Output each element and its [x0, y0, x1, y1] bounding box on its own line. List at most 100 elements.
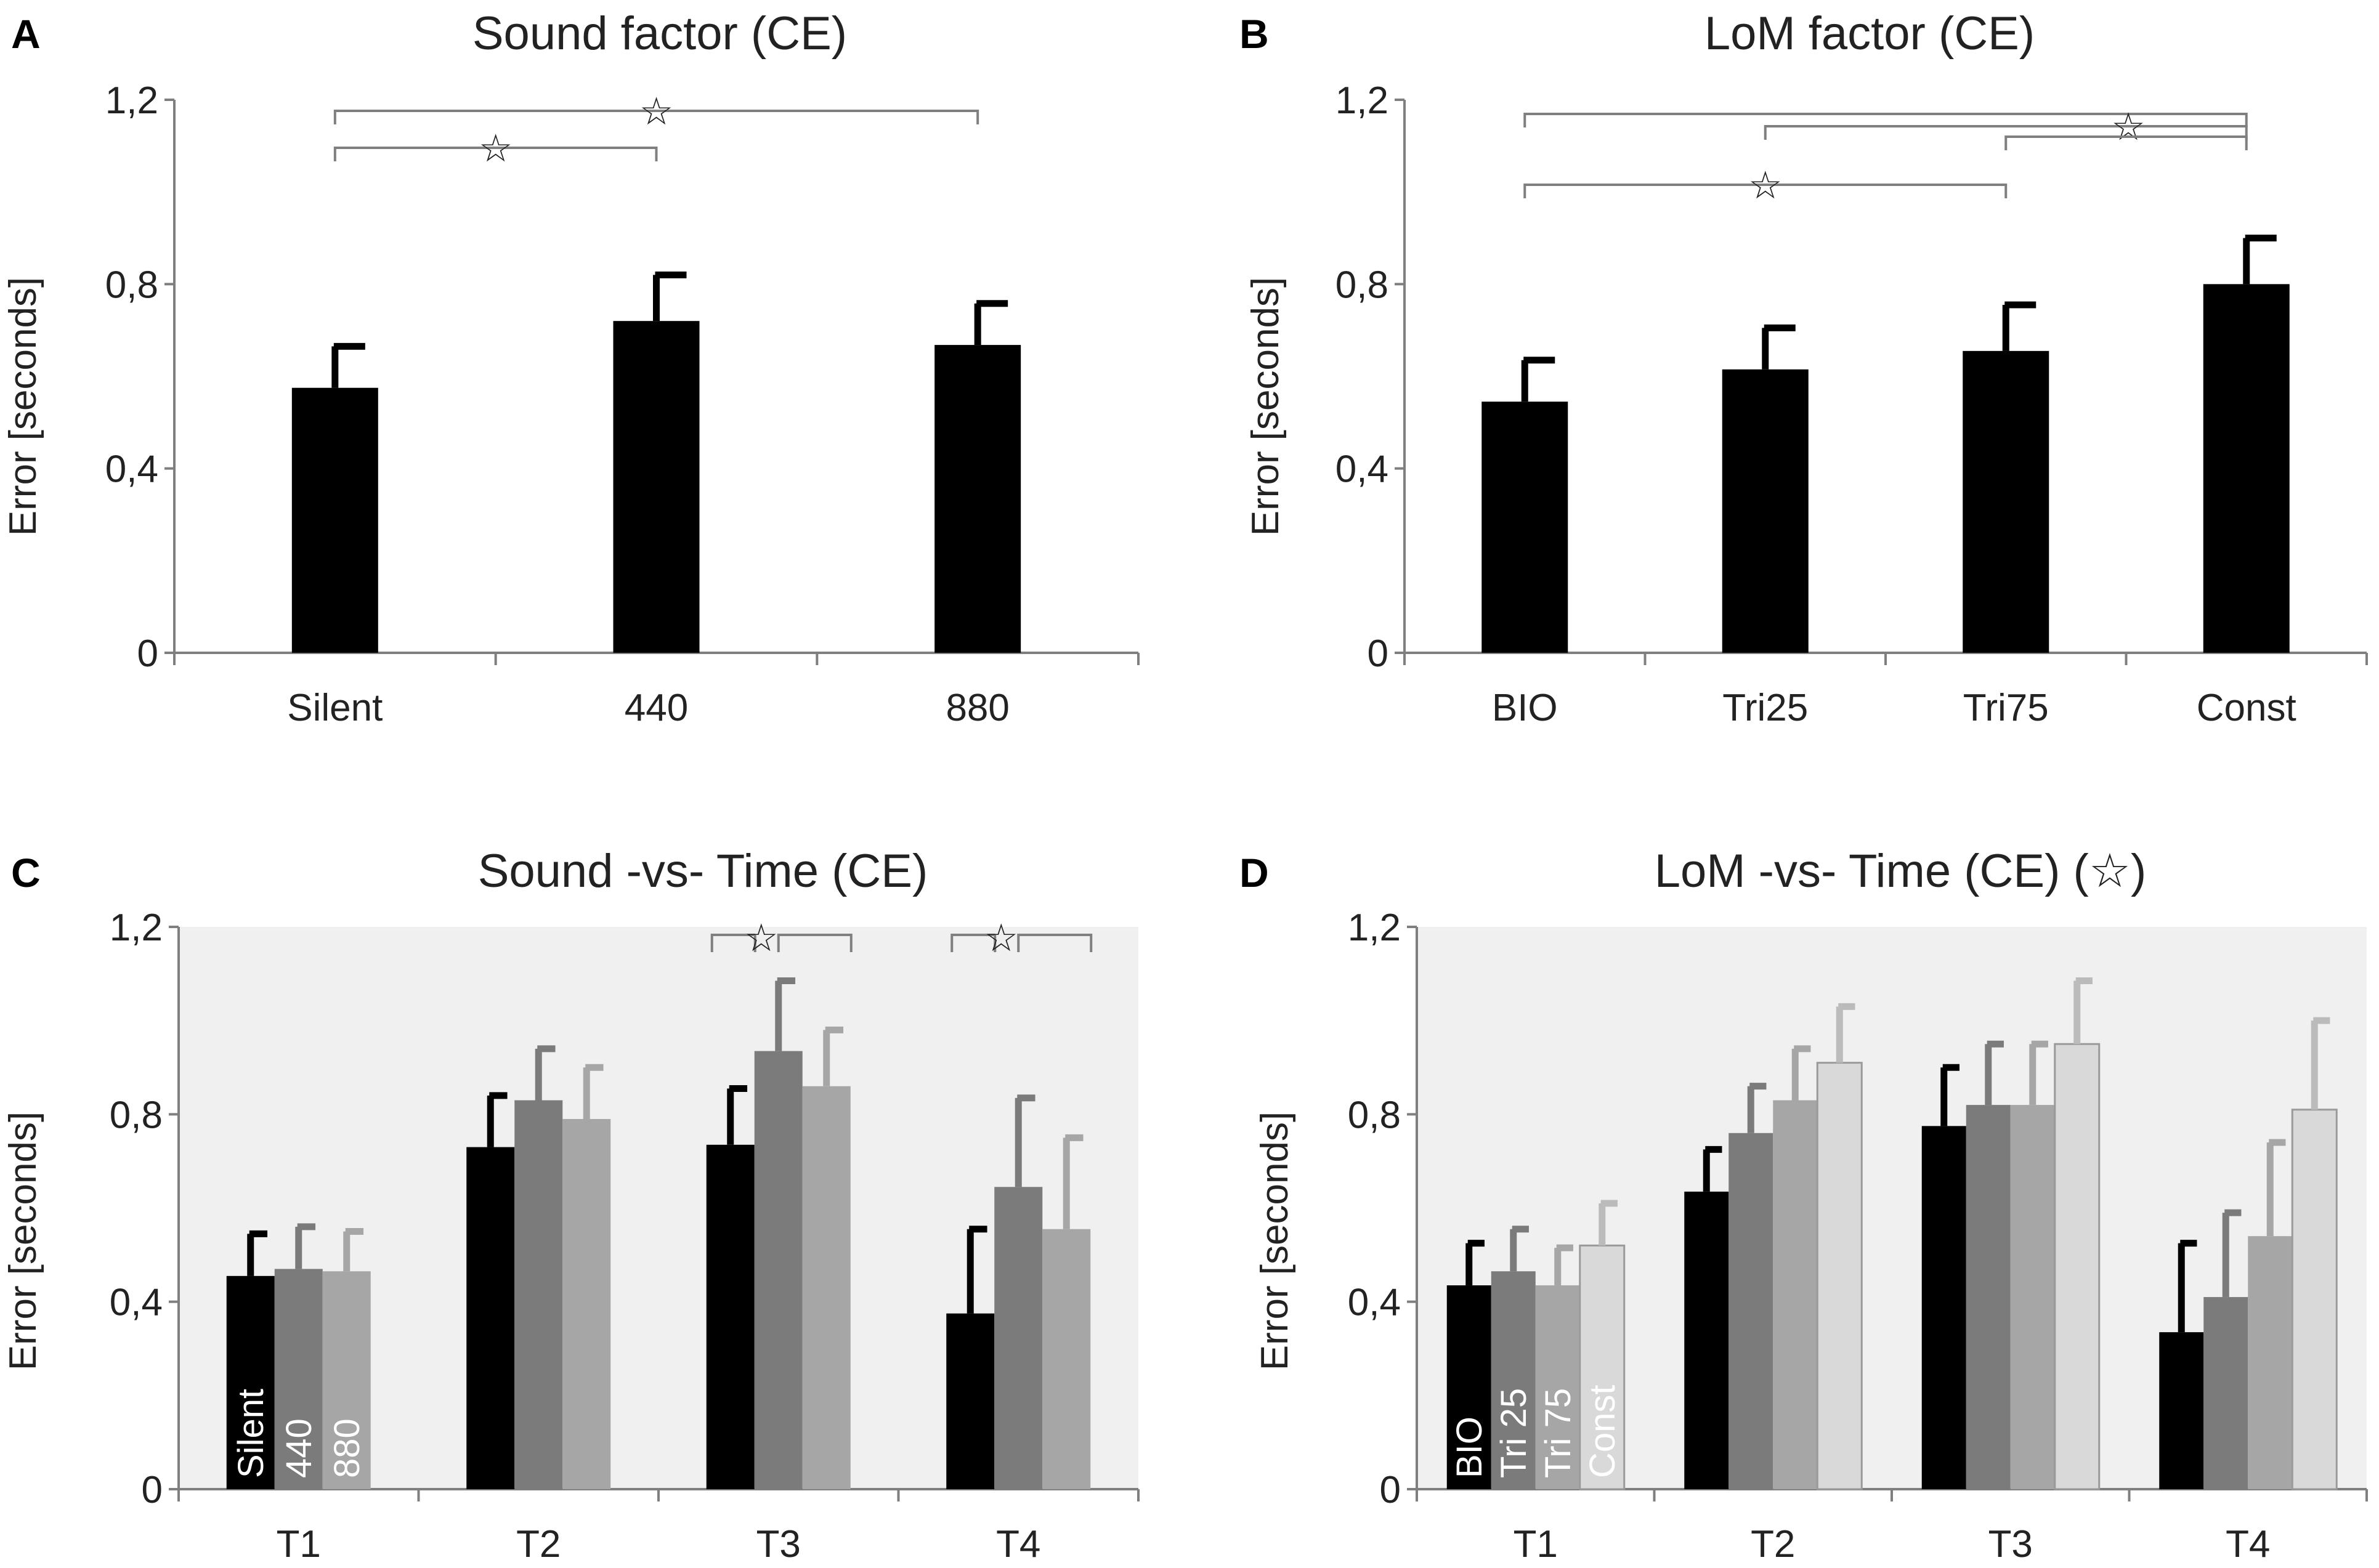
chart-panel-c: 0 0,4 0,8 1,2 T1 T2 T3 T4 Silent 440 880 ☆ ☆: [110, 907, 1140, 1566]
bar-t2-const: [1816, 1062, 1863, 1490]
bar-880: [934, 345, 1021, 653]
significance-star: ☆: [479, 127, 513, 170]
x-tick-label: BIO: [1492, 687, 1558, 729]
bar-t1-tri75: [1535, 1285, 1580, 1489]
bar-silent: [291, 387, 378, 653]
y-tick-label: 0: [142, 1469, 163, 1511]
bar-t4-const: [2291, 1109, 2338, 1490]
significance-star: ☆: [639, 91, 674, 133]
y-tick-label: 0: [1380, 1469, 1401, 1511]
bar-t1-440: [274, 1269, 323, 1489]
bar-t4-bio: [2159, 1332, 2204, 1489]
x-tick-label: T3: [1988, 1523, 2033, 1566]
y-tick-label: 0: [1368, 632, 1388, 675]
significance-star: ☆: [744, 917, 779, 960]
x-tick-label: Const: [2197, 687, 2296, 729]
panel-d-ylabel: Error [seconds]: [1254, 1112, 1296, 1370]
x-tick-label: Silent: [287, 687, 383, 729]
bar-t4-440: [994, 1187, 1043, 1489]
y-tick-label: 0,4: [1348, 1282, 1401, 1324]
bar-t3-440: [754, 1051, 803, 1489]
y-tick-label: 0,8: [1335, 264, 1388, 306]
bar-t4-tri25: [2203, 1297, 2248, 1489]
x-tick-label: 880: [946, 687, 1009, 729]
significance-star: ☆: [1748, 164, 1783, 207]
y-tick-label: 1,2: [110, 907, 163, 949]
significance-star: ☆: [984, 917, 1018, 960]
panel-b-letter: B: [1239, 11, 1269, 57]
panel-c-ylabel: Error [seconds]: [2, 1112, 44, 1370]
significance-bracket: [710, 934, 756, 952]
bar-t4-silent: [946, 1313, 995, 1489]
panel-a: A Sound factor (CE) Error [seconds]: [2, 7, 847, 536]
panel-a-ylabel: Error [seconds]: [2, 277, 44, 536]
chart-panel-d: 0 0,4 0,8 1,2 T1 T2 T3 T4 BIO Tri 25 Tri 75 Const: [1348, 907, 2368, 1566]
panel-b: B LoM factor (CE) Error [seconds]: [1239, 7, 2035, 536]
y-tick-label: 1,2: [105, 79, 158, 122]
y-tick-label: 0,8: [105, 264, 158, 306]
panel-c-title: Sound -vs- Time (CE): [478, 845, 928, 897]
significance-bracket: [1017, 934, 1093, 952]
panel-a-letter: A: [11, 11, 41, 57]
x-tick-label: T4: [2226, 1523, 2270, 1566]
x-tick-label: T4: [996, 1523, 1040, 1566]
bar-t1-const: [1579, 1244, 1626, 1490]
series-label-880: 880: [327, 1418, 367, 1478]
chart-panel-a: 0 0,4 0,8 1,2 Silent 440 880 ☆ ☆: [105, 79, 1140, 729]
significance-bracket: [1764, 125, 2248, 140]
x-tick-label: T1: [1514, 1523, 1558, 1566]
bar-const: [2203, 284, 2290, 653]
bar-t1-silent: [226, 1275, 275, 1489]
bar-bio: [1481, 402, 1568, 653]
significance-bracket: [1523, 184, 2008, 198]
x-tick-label: T1: [277, 1523, 321, 1566]
bar-t2-silent: [466, 1147, 515, 1489]
bar-t4-880: [1042, 1229, 1091, 1489]
y-tick-label: 0,4: [105, 448, 158, 491]
bar-tri25: [1722, 369, 1809, 653]
x-tick-label: 440: [625, 687, 688, 729]
significance-bracket: [950, 934, 997, 952]
bar-t2-tri25: [1729, 1133, 1773, 1489]
y-tick-label: 0: [137, 632, 158, 675]
y-tick-label: 0,8: [110, 1094, 163, 1136]
bar-t2-bio: [1684, 1191, 1729, 1489]
y-tick-label: 0,8: [1348, 1094, 1401, 1136]
bar-t2-880: [562, 1118, 611, 1489]
x-tick-label: T2: [1751, 1523, 1795, 1566]
y-tick-label: 0,4: [1335, 448, 1388, 491]
bar-t1-bio: [1446, 1285, 1491, 1489]
panel-a-title: Sound factor (CE): [472, 7, 847, 60]
panel-b-title: LoM factor (CE): [1704, 7, 2035, 60]
panel-d: D LoM -vs- Time (CE) (☆) Error [seconds]: [1239, 845, 2146, 1370]
x-tick-label: T2: [516, 1523, 561, 1566]
panel-d-letter: D: [1239, 850, 1269, 895]
y-tick-label: 1,2: [1335, 79, 1388, 122]
y-tick-label: 1,2: [1348, 907, 1401, 949]
series-label-tri25: Tri 25: [1494, 1388, 1534, 1478]
bar-t1-880: [322, 1271, 371, 1489]
bar-t1-tri25: [1491, 1271, 1536, 1489]
bar-t2-tri75: [1773, 1100, 1818, 1489]
bar-t2-440: [514, 1100, 563, 1489]
bar-tri75: [1963, 350, 2049, 653]
series-label-440: 440: [279, 1418, 319, 1478]
series-label-bio: BIO: [1449, 1416, 1489, 1478]
bar-t3-tri25: [1966, 1105, 2011, 1489]
panel-c: C Sound -vs- Time (CE) Error [seconds]: [2, 845, 928, 1370]
significance-star: ☆: [2111, 106, 2146, 148]
bar-t3-tri75: [2010, 1105, 2055, 1489]
significance-bracket: [2004, 135, 2248, 150]
series-label-tri75: Tri 75: [1538, 1388, 1578, 1478]
panel-d-title: LoM -vs- Time (CE) (☆): [1655, 845, 2147, 897]
significance-bracket: [333, 110, 979, 124]
bar-t3-880: [802, 1086, 851, 1489]
x-tick-label: T3: [756, 1523, 801, 1566]
panel-c-letter: C: [11, 850, 41, 895]
series-label-silent: Silent: [231, 1389, 271, 1478]
bar-t3-bio: [1921, 1126, 1966, 1489]
significance-bracket: [333, 147, 658, 161]
bar-t4-tri75: [2248, 1236, 2293, 1489]
